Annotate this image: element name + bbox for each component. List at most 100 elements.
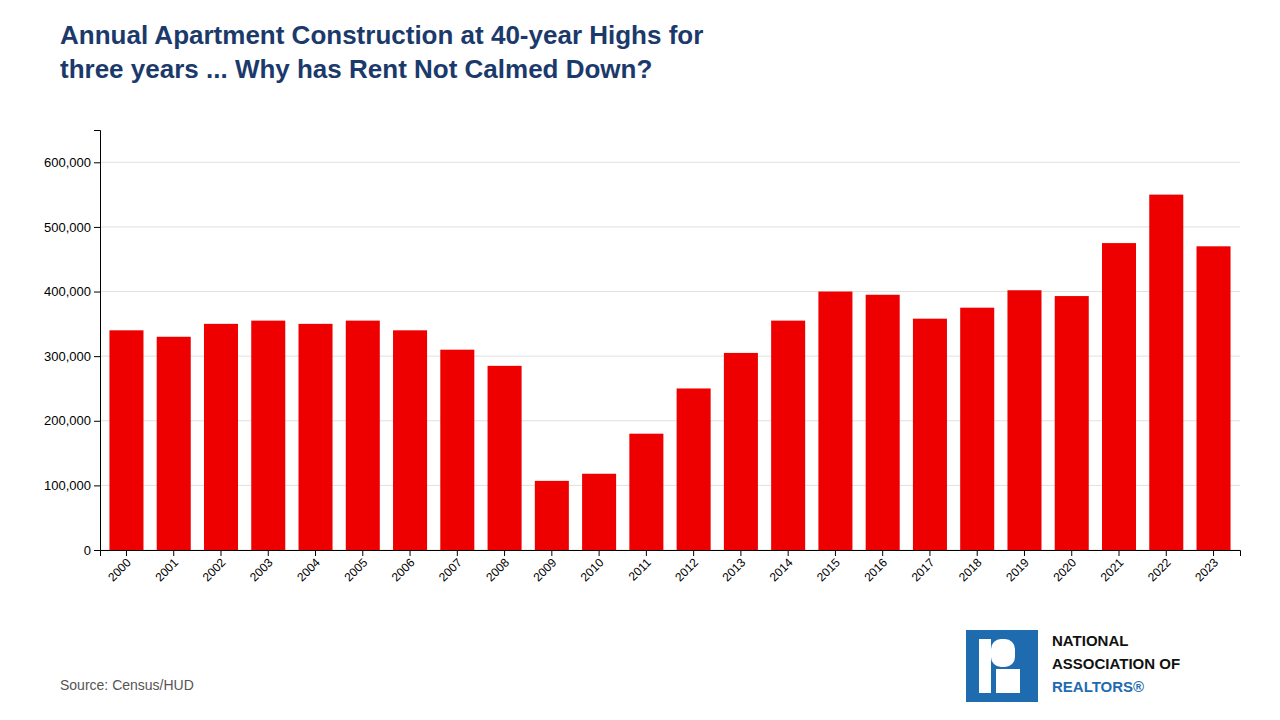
x-tick-label: 2010 (578, 555, 607, 584)
x-tick: 2022 (1145, 550, 1174, 584)
y-tick-mark (94, 485, 100, 486)
x-tick: 2004 (294, 550, 323, 584)
x-tick: 2012 (672, 550, 701, 584)
grid-line (100, 162, 1240, 163)
bar (1007, 290, 1041, 550)
bar (1197, 246, 1231, 550)
logo-leg (996, 669, 1020, 693)
x-tick-mark (929, 550, 930, 556)
bar (299, 324, 333, 550)
grid-line (100, 291, 1240, 292)
x-axis-line (101, 551, 1241, 557)
x-axis: 2000 2001 2002 2003 2004 2005 2006 2007 2008 2009… (101, 550, 1241, 584)
plot: 0 100,000 200,000 300,000 400,000 500,000 600,… (44, 131, 1241, 585)
y-tick: 0 (84, 543, 100, 558)
y-tick: 300,000 (44, 349, 100, 364)
y-tick-mark (94, 550, 100, 551)
y-tick-label: 500,000 (44, 220, 91, 235)
y-tick-label: 100,000 (44, 478, 91, 493)
y-tick: 600,000 (44, 155, 100, 170)
x-tick: 2020 (1050, 550, 1079, 584)
logo-text: ASSOCIATION OF (1052, 655, 1180, 672)
x-tick: 2017 (909, 550, 938, 584)
x-tick: 2011 (626, 550, 654, 584)
x-tick-label: 2002 (200, 555, 229, 584)
bar (1102, 243, 1136, 550)
x-tick-mark (740, 550, 741, 556)
x-tick: 2019 (1003, 550, 1032, 584)
y-tick: 200,000 (44, 413, 100, 428)
x-tick: 2006 (389, 550, 418, 584)
bar (204, 324, 238, 550)
x-tick: 2015 (814, 550, 843, 584)
x-tick-mark (457, 550, 458, 556)
logo-stem (979, 639, 991, 693)
bar (535, 481, 569, 550)
chart: Annual Apartment Construction at 40-year… (0, 0, 1280, 720)
bar (771, 321, 805, 550)
x-tick-label: 2000 (105, 555, 134, 584)
x-tick-label: 2023 (1192, 555, 1221, 584)
x-tick-mark (410, 550, 411, 556)
y-tick-label: 300,000 (44, 349, 91, 364)
source: Source: Census/HUD (60, 677, 194, 693)
x-tick: 2008 (483, 550, 512, 584)
logo-box (966, 630, 1038, 702)
x-tick: 2021 (1098, 550, 1127, 584)
y-tick-label: 600,000 (44, 155, 91, 170)
x-tick-mark (315, 550, 316, 556)
x-tick-label: 2019 (1003, 555, 1032, 584)
bar (677, 388, 711, 550)
x-tick: 2005 (341, 550, 370, 584)
bar (582, 474, 616, 550)
logo-bump (991, 639, 1015, 667)
x-tick-mark (220, 550, 221, 556)
x-tick: 2010 (578, 550, 607, 584)
bars (109, 195, 1230, 550)
y-tick-mark (94, 292, 100, 293)
y-tick-label: 400,000 (44, 284, 91, 299)
x-tick-label: 2021 (1098, 555, 1127, 584)
x-tick-mark (1213, 550, 1214, 556)
x-tick-mark (1024, 550, 1025, 556)
bar (157, 337, 191, 550)
x-tick-mark (1071, 550, 1072, 556)
bar (629, 434, 663, 550)
bar (346, 321, 380, 550)
y-tick: 100,000 (44, 478, 100, 493)
bar (251, 321, 285, 550)
x-tick-mark (504, 550, 505, 556)
x-tick-label: 2020 (1050, 555, 1079, 584)
x-tick-label: 2013 (720, 555, 749, 584)
x-tick-label: 2012 (672, 555, 701, 584)
x-tick-label: 2003 (247, 555, 276, 584)
grid-line (100, 226, 1240, 227)
y-tick: 400,000 (44, 284, 100, 299)
y-tick-mark (94, 162, 100, 163)
x-tick: 2013 (720, 550, 749, 584)
x-tick-mark (788, 550, 789, 556)
x-tick: 2009 (531, 550, 560, 584)
y-tick: 500,000 (44, 220, 100, 235)
bar (913, 319, 947, 550)
bar (488, 366, 522, 550)
x-tick: 2023 (1192, 550, 1221, 584)
x-tick: 2001 (152, 550, 181, 584)
bar (393, 330, 427, 550)
x-tick-mark (882, 550, 883, 556)
x-tick-label: 2001 (152, 555, 181, 584)
logo-text: REALTORS® (1052, 678, 1144, 695)
x-tick-mark (1119, 550, 1120, 556)
x-tick-label: 2017 (909, 555, 938, 584)
x-tick-label: 2008 (483, 555, 512, 584)
x-tick-label: 2005 (341, 555, 370, 584)
x-tick-label: 2007 (436, 555, 465, 584)
x-tick: 2016 (861, 550, 890, 584)
logo-text: NATIONAL (1052, 632, 1128, 649)
bar (440, 350, 474, 550)
y-tick-label: 200,000 (44, 413, 91, 428)
x-tick: 2007 (436, 550, 465, 584)
bar (109, 330, 143, 550)
x-tick-label: 2009 (531, 555, 560, 584)
x-tick-mark (268, 550, 269, 556)
